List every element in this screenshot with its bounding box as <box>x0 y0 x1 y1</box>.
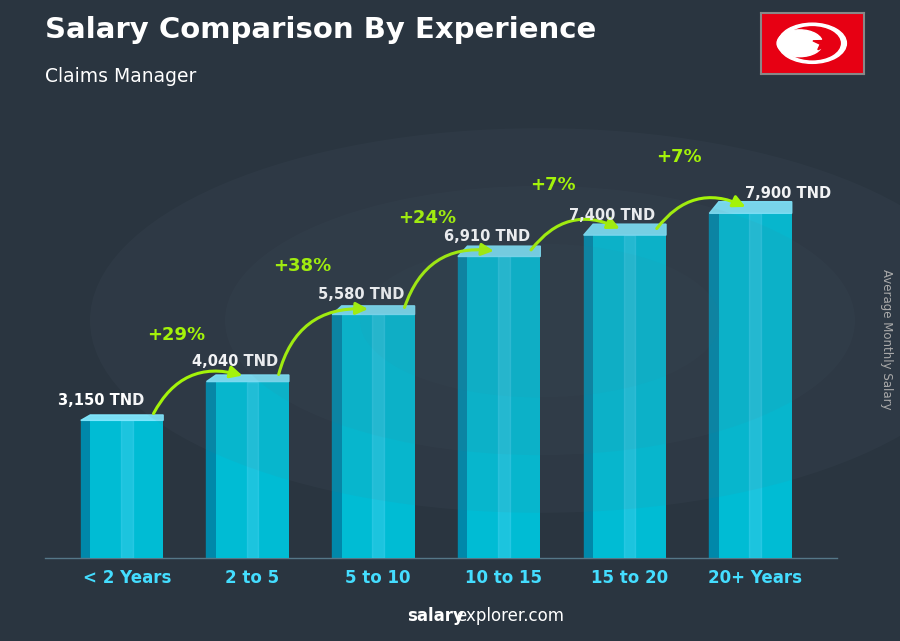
Text: +24%: +24% <box>399 209 456 227</box>
Text: Average Monthly Salary: Average Monthly Salary <box>880 269 893 410</box>
Bar <box>342 315 415 558</box>
Bar <box>709 213 719 558</box>
Bar <box>90 420 163 558</box>
Text: 4,040 TND: 4,040 TND <box>192 354 278 369</box>
Polygon shape <box>332 306 415 315</box>
Text: +7%: +7% <box>656 147 702 165</box>
Text: 7,400 TND: 7,400 TND <box>569 208 655 223</box>
Text: +29%: +29% <box>147 326 205 344</box>
Bar <box>458 256 467 558</box>
Circle shape <box>778 23 846 63</box>
Polygon shape <box>583 224 666 235</box>
Circle shape <box>777 30 823 56</box>
Circle shape <box>784 27 841 60</box>
Polygon shape <box>458 246 540 256</box>
Text: 6,910 TND: 6,910 TND <box>444 229 529 244</box>
Polygon shape <box>81 415 163 420</box>
Text: +38%: +38% <box>273 256 331 274</box>
Text: salary: salary <box>407 607 464 625</box>
Text: explorer.com: explorer.com <box>456 607 564 625</box>
Bar <box>750 213 761 558</box>
Bar <box>593 235 666 558</box>
Bar <box>206 381 216 558</box>
Text: +7%: +7% <box>530 176 576 194</box>
Bar <box>373 315 384 558</box>
Polygon shape <box>206 375 289 381</box>
Polygon shape <box>709 202 792 213</box>
Bar <box>719 213 792 558</box>
Bar <box>583 235 593 558</box>
Bar <box>121 420 132 558</box>
Text: 5,580 TND: 5,580 TND <box>318 287 404 303</box>
Bar <box>624 235 635 558</box>
Text: 3,150 TND: 3,150 TND <box>58 393 144 408</box>
Bar <box>332 315 342 558</box>
Polygon shape <box>813 35 839 49</box>
Text: 7,900 TND: 7,900 TND <box>745 186 832 201</box>
Text: Claims Manager: Claims Manager <box>45 67 196 87</box>
Bar <box>498 256 509 558</box>
Bar <box>81 420 90 558</box>
Bar <box>467 256 540 558</box>
Text: Salary Comparison By Experience: Salary Comparison By Experience <box>45 16 596 44</box>
Bar <box>216 381 289 558</box>
Bar <box>247 381 258 558</box>
